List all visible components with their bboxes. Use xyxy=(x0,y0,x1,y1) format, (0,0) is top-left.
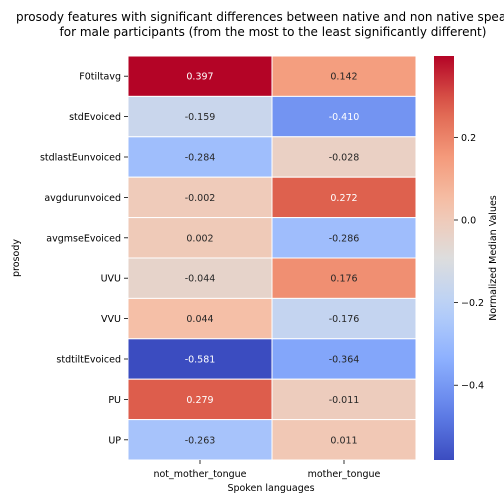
heatmap-cell xyxy=(127,419,273,461)
cell-value-label: -0.028 xyxy=(329,153,360,164)
heatmap-cell xyxy=(271,257,417,299)
y-tick-label: avgdurunvoiced xyxy=(44,193,121,204)
y-tick-label: stdlastEunvoiced xyxy=(40,153,121,164)
cell-value-label: 0.002 xyxy=(186,233,213,244)
cell-value-label: -0.176 xyxy=(329,314,360,325)
y-tick-label: stdEvoiced xyxy=(69,112,121,123)
heatmap-cell xyxy=(271,176,417,219)
colorbar-tick-label: −0.4 xyxy=(461,381,484,392)
colorbar-tick-label: −0.2 xyxy=(461,298,484,309)
heatmap-cell xyxy=(271,297,417,340)
heatmap-cell xyxy=(127,55,273,97)
cell-value-label: -0.284 xyxy=(185,153,216,164)
cell-value-label: -0.011 xyxy=(329,395,360,406)
cell-value-label: -0.044 xyxy=(185,274,216,285)
x-tick-labels: not_mother_tongue mother_tongue xyxy=(153,460,381,480)
x-tick-label: not_mother_tongue xyxy=(153,469,246,480)
heatmap-cell xyxy=(271,55,417,97)
y-tick-label: UP xyxy=(108,435,121,446)
cell-value-label: -0.263 xyxy=(185,435,216,446)
cell-value-label: 0.397 xyxy=(186,72,213,83)
cell-value-label: 0.272 xyxy=(330,193,357,204)
cell-value-label: -0.364 xyxy=(329,355,360,366)
y-tick-labels: F0tiltavg stdEvoiced stdlastEunvoiced avgdu… xyxy=(40,72,128,446)
y-tick-label: VVU xyxy=(101,314,121,325)
y-axis-label: prosody xyxy=(11,239,22,277)
y-tick-label: avgmseEvoiced xyxy=(46,233,121,244)
colorbar-ticks: 0.2 0.0 −0.2 −0.4 xyxy=(454,133,484,392)
cell-value-label: 0.142 xyxy=(330,72,357,83)
chart-title-line-1: prosody features with significant differ… xyxy=(16,10,504,24)
heatmap-cell xyxy=(271,136,417,178)
colorbar-tick-label: 0.2 xyxy=(461,133,476,144)
heatmap-cell xyxy=(271,419,417,461)
y-tick-label: UVU xyxy=(101,274,121,285)
heatmap-cell xyxy=(271,338,417,380)
colorbar-label: Normalized Median Values xyxy=(488,195,499,321)
cell-value-label: -0.581 xyxy=(185,355,216,366)
cell-value-label: 0.279 xyxy=(186,395,213,406)
heatmap-cell xyxy=(271,378,417,421)
cell-value-label: -0.286 xyxy=(329,233,360,244)
y-tick-label: F0tiltavg xyxy=(79,72,121,83)
x-axis-label: Spoken languages xyxy=(227,483,314,494)
cell-value-label: -0.002 xyxy=(185,193,216,204)
y-tick-label: stdtiltEvoiced xyxy=(56,355,121,366)
cell-value-label: -0.410 xyxy=(329,112,360,123)
heatmap-cells: 0.397 0.142 -0.159 -0.410 -0.284 -0.028 -0.002… xyxy=(127,55,417,461)
colorbar xyxy=(434,56,454,460)
y-tick-label: PU xyxy=(108,395,121,406)
cell-value-label: 0.176 xyxy=(330,274,357,285)
chart-title-line-2: for male participants (from the most to … xyxy=(60,25,487,39)
cell-value-label: 0.011 xyxy=(330,435,357,446)
cell-value-label: -0.159 xyxy=(185,112,216,123)
x-tick-label: mother_tongue xyxy=(308,469,381,480)
heatmap-cell xyxy=(127,95,273,138)
colorbar-tick-label: 0.0 xyxy=(461,215,476,226)
heatmap-cell xyxy=(271,217,417,259)
heatmap-cell xyxy=(271,95,417,138)
cell-value-label: 0.044 xyxy=(186,314,213,325)
